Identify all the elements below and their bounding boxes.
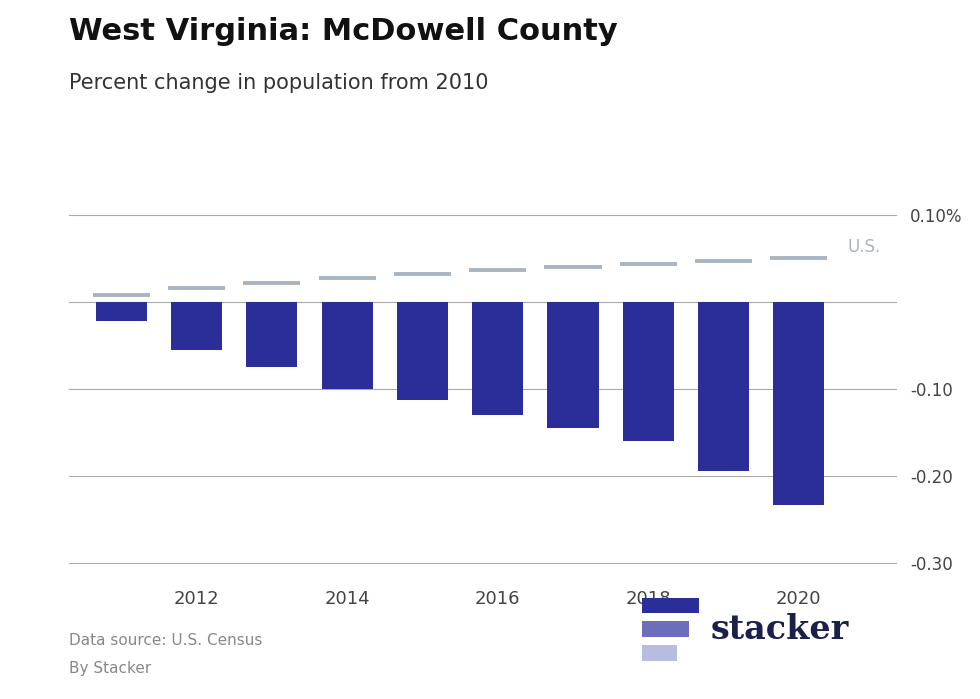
Text: U.S.: U.S. xyxy=(848,238,881,256)
Bar xyxy=(548,302,599,428)
Text: Percent change in population from 2010: Percent change in population from 2010 xyxy=(69,73,488,94)
Bar xyxy=(321,302,372,389)
Text: Data source: U.S. Census: Data source: U.S. Census xyxy=(69,633,262,647)
Bar xyxy=(96,302,147,321)
Bar xyxy=(472,302,523,415)
Text: By Stacker: By Stacker xyxy=(69,661,151,675)
Text: stacker: stacker xyxy=(710,612,849,646)
Text: West Virginia: McDowell County: West Virginia: McDowell County xyxy=(69,17,617,46)
Bar xyxy=(171,302,222,350)
Bar xyxy=(773,302,824,505)
Bar xyxy=(698,302,749,471)
Bar xyxy=(246,302,298,367)
Bar xyxy=(622,302,674,441)
Bar xyxy=(397,302,448,400)
